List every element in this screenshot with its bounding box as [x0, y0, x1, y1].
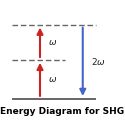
Text: Energy Diagram for SHG: Energy Diagram for SHG: [0, 107, 124, 116]
Text: $2\omega$: $2\omega$: [91, 56, 106, 67]
Text: $\omega$: $\omega$: [48, 38, 57, 47]
Text: $\omega$: $\omega$: [48, 75, 57, 84]
